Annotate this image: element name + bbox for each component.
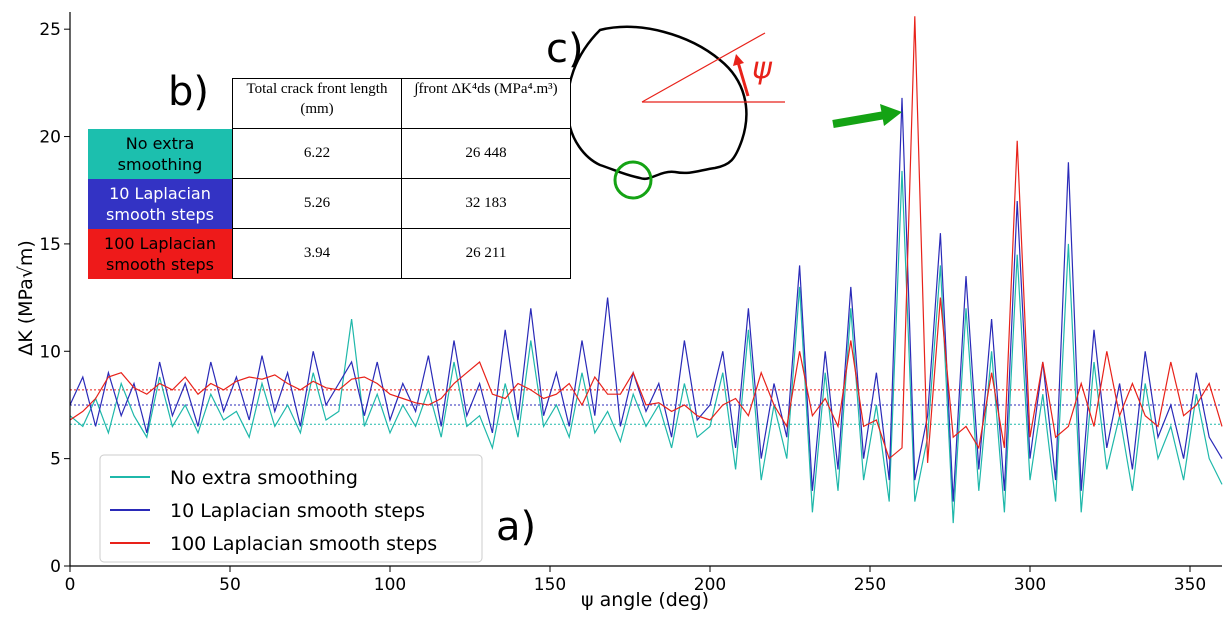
y-tick-label: 0 (50, 557, 61, 577)
x-tick-label: 200 (694, 575, 726, 595)
x-axis-label: ψ angle (deg) (581, 589, 709, 611)
table-header: ∫front ΔK⁴ds (MPa⁴.m³) (401, 78, 571, 129)
panel-label: a) (496, 504, 536, 550)
crack-front (566, 25, 748, 181)
data-line (69, 16, 1223, 463)
row-label: 100 Laplacian smooth steps (88, 228, 233, 279)
y-tick-label: 20 (39, 128, 61, 148)
row-label: 10 Laplacian smooth steps (88, 178, 233, 229)
y-tick-label: 15 (39, 235, 61, 255)
table-corner (88, 79, 233, 129)
data-line (69, 97, 1223, 502)
legend-box (99, 454, 483, 563)
inset-diagram: ψ (566, 25, 785, 200)
legend-label: 100 Laplacian smooth steps (170, 533, 437, 555)
y-axis-label: ΔK (MPa√m) (15, 240, 37, 356)
table-row: 100 Laplacian smooth steps 3.94 26 211 (88, 228, 571, 279)
y-tick-label: 10 (39, 342, 61, 362)
legend-label: 10 Laplacian smooth steps (170, 500, 425, 522)
highlight-circle (613, 160, 653, 200)
table-header-row: Total crack front length (mm) ∫front ΔK⁴d… (88, 78, 571, 129)
legend-label: No extra smoothing (170, 467, 358, 489)
x-tick-label: 50 (219, 575, 241, 595)
table-row: No extra smoothing 6.22 26 448 (88, 128, 571, 179)
x-tick-label: 300 (1014, 575, 1046, 595)
y-tick-label: 5 (50, 450, 61, 470)
pointer-arrow (832, 111, 886, 128)
x-tick-label: 0 (65, 575, 76, 595)
angle-arrow (736, 61, 750, 97)
x-tick-label: 150 (534, 575, 566, 595)
table-cell: 5.26 (232, 178, 402, 229)
panel-label: c) (546, 26, 584, 72)
table-cell: 26 448 (401, 128, 571, 179)
table-cell: 32 183 (401, 178, 571, 229)
angle-arrowhead (733, 54, 744, 66)
table-row: 10 Laplacian smooth steps 5.26 32 183 (88, 178, 571, 229)
row-label: No extra smoothing (88, 128, 233, 179)
x-tick-label: 100 (374, 575, 406, 595)
x-tick-label: 350 (1174, 575, 1206, 595)
angle-label: ψ (752, 51, 773, 86)
summary-table: Total crack front length (mm) ∫front ΔK⁴d… (88, 78, 571, 279)
table-cell: 6.22 (232, 128, 402, 179)
table-cell: 3.94 (232, 228, 402, 279)
angle-line (641, 32, 766, 103)
x-tick-label: 250 (854, 575, 886, 595)
y-tick-label: 25 (39, 20, 61, 40)
table-header: Total crack front length (mm) (232, 78, 402, 129)
pointer-arrowhead (880, 104, 902, 126)
panel-label: b) (168, 69, 209, 115)
table-cell: 26 211 (401, 228, 571, 279)
data-line (69, 170, 1223, 524)
